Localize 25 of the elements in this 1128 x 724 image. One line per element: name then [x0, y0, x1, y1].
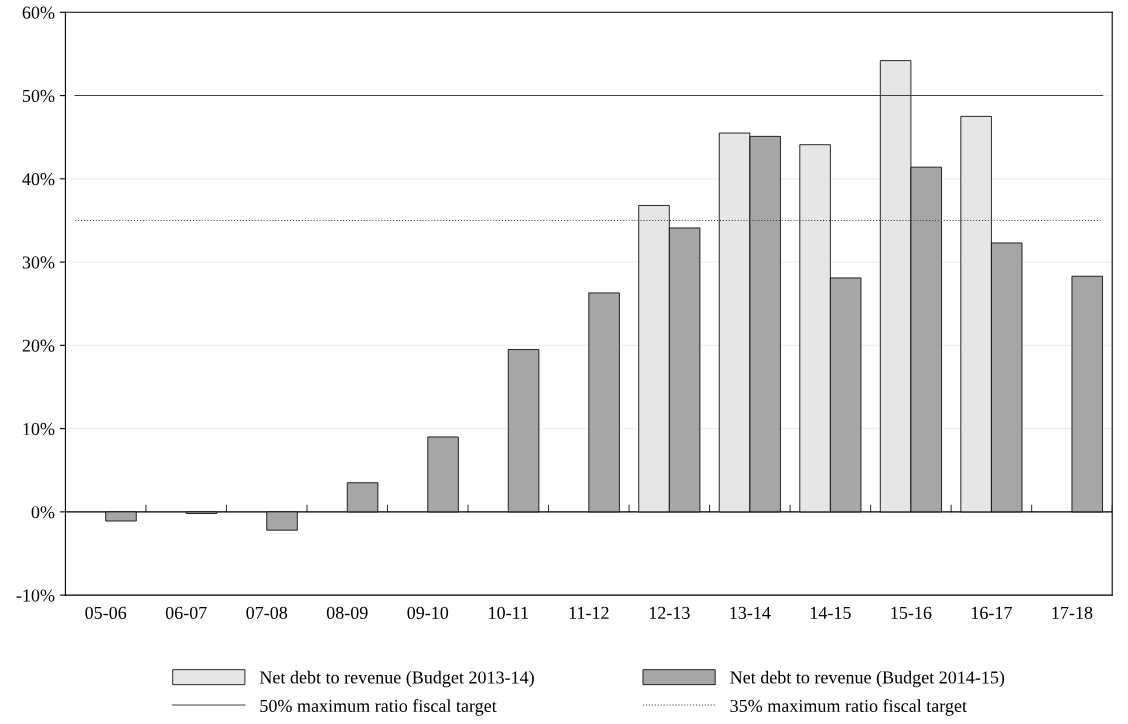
- x-tick-label: 10-11: [489, 606, 528, 619]
- x-tick-label: 13-14: [730, 606, 771, 619]
- y-tick-label: 20%: [22, 339, 55, 352]
- x-tick-label: 17-18: [1052, 606, 1093, 619]
- y-tick-label: 30%: [22, 256, 55, 269]
- y-tick-label: -10%: [16, 589, 55, 602]
- y-tick-label: 40%: [22, 173, 55, 186]
- x-tick-label: 08-09: [326, 606, 368, 619]
- x-tick-label: 14-15: [810, 606, 851, 619]
- x-tick-label: 06-07: [165, 606, 207, 619]
- legend-label: Net debt to revenue (Budget 2013-14): [259, 670, 534, 688]
- y-tick-label: 50%: [22, 89, 55, 103]
- x-tick-label: 05-06: [85, 606, 127, 619]
- legend-label: 50% maximum ratio fiscal target: [260, 699, 497, 716]
- x-tick-label: 07-08: [246, 606, 288, 619]
- x-tick-label: 12-13: [649, 606, 690, 619]
- y-tick-label: 10%: [23, 422, 55, 436]
- x-tick-label: 11-12: [569, 606, 609, 619]
- y-tick-label: 0%: [31, 506, 55, 519]
- x-tick-label: 09-10: [407, 606, 449, 619]
- x-tick-label: 15-16: [891, 606, 932, 619]
- legend-label: Net debt to revenue (Budget 2014-15): [730, 670, 1005, 688]
- x-tick-label: 16-17: [971, 606, 1012, 619]
- legend-label: 35% maximum ratio fiscal target: [730, 699, 967, 716]
- y-tick-label: 60%: [22, 6, 55, 19]
